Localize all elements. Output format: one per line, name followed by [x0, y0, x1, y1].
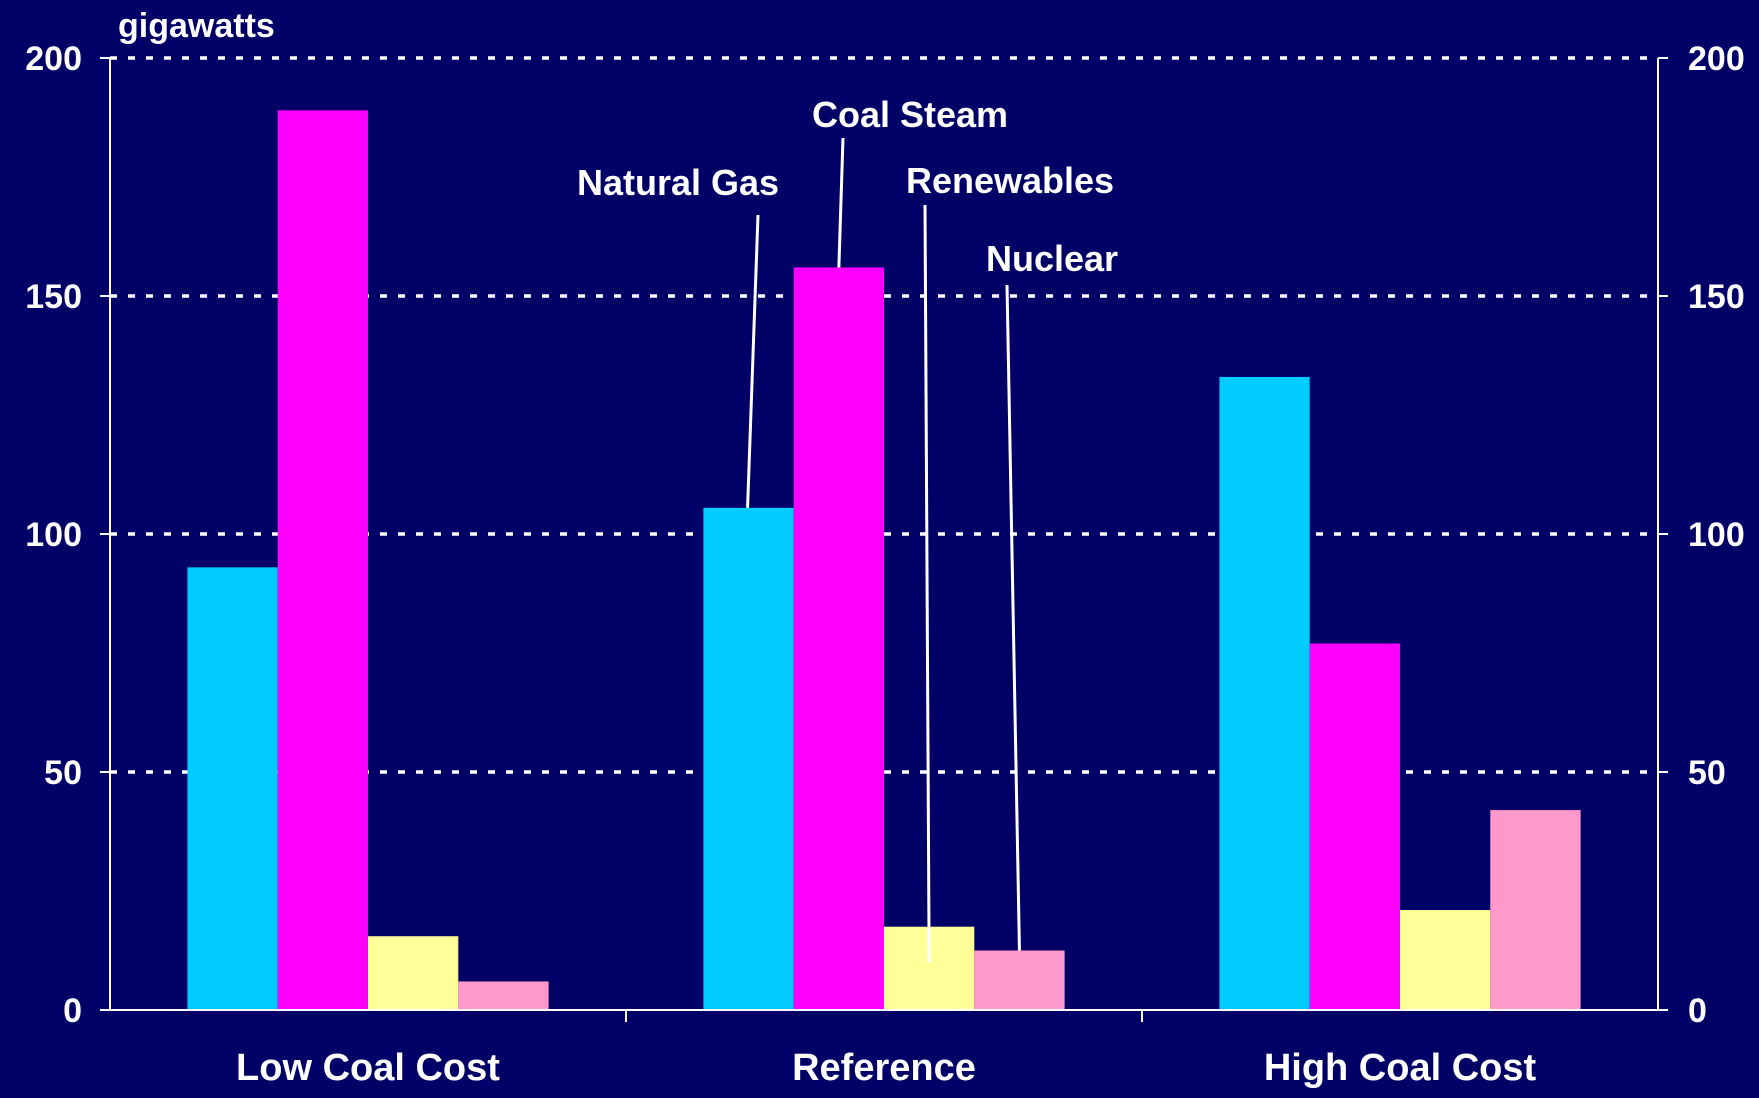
bar — [703, 507, 794, 1010]
y-tick-label-right: 50 — [1688, 754, 1726, 792]
bar — [187, 567, 278, 1010]
annotation-leader-line — [923, 204, 931, 963]
y-tick-label-right: 150 — [1688, 278, 1745, 316]
y-tick-label-left: 150 — [25, 278, 82, 316]
bar — [277, 110, 368, 1011]
bar — [1400, 910, 1491, 1010]
annotation-label: Natural Gas — [577, 162, 779, 203]
y-tick-label-right: 200 — [1688, 40, 1745, 78]
x-category-label: Reference — [792, 1047, 976, 1089]
bar — [368, 936, 459, 1010]
bar — [793, 267, 884, 1010]
annotations: Natural Gas Coal Steam Renewables Nuclear — [577, 94, 1118, 963]
bar — [1219, 376, 1310, 1010]
axes: 0 0 50 50 100 100 150 150 200 200 Low Coal Cost Ref… — [25, 40, 1744, 1089]
y-tick-label-left: 200 — [25, 40, 82, 78]
y-tick-label-right: 100 — [1688, 516, 1745, 554]
y-tick-label-right: 0 — [1688, 992, 1707, 1030]
annotation-label: Renewables — [906, 160, 1114, 201]
bar — [458, 981, 549, 1010]
y-tick-label-left: 100 — [25, 516, 82, 554]
bar — [1490, 810, 1581, 1010]
y-tick-label-left: 50 — [44, 754, 82, 792]
y-axis-label: gigawatts — [118, 7, 275, 45]
y-tick-label-left: 0 — [63, 992, 82, 1030]
bar — [1309, 643, 1400, 1010]
annotation-leader-line — [837, 137, 845, 268]
x-category-label: Low Coal Cost — [236, 1047, 500, 1089]
bars — [187, 110, 1581, 1011]
annotation-label: Coal Steam — [812, 94, 1008, 135]
annotation-leader-line — [1005, 284, 1021, 951]
x-category-label: High Coal Cost — [1264, 1047, 1537, 1089]
annotation-leader-line — [746, 214, 760, 508]
bar — [974, 950, 1065, 1010]
annotation-label: Nuclear — [986, 238, 1118, 279]
